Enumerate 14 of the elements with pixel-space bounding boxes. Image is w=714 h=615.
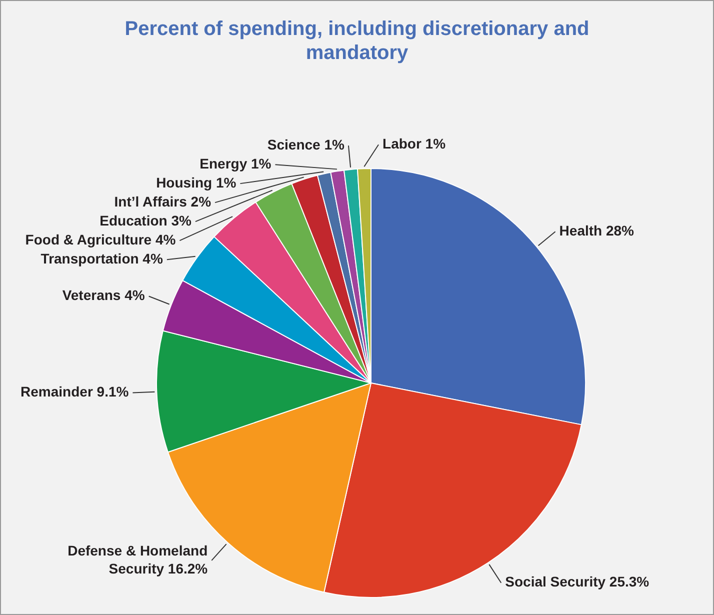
slice-label: Remainder 9.1% bbox=[20, 384, 130, 400]
slice-label: Food & Agriculture 4% bbox=[25, 231, 176, 248]
slice-label: Transportation 4% bbox=[40, 250, 164, 266]
slice-label: Labor 1% bbox=[382, 135, 446, 152]
slice-label: Housing 1% bbox=[156, 174, 237, 190]
slice-label: Health 28% bbox=[559, 222, 635, 238]
slice-label: Veterans 4% bbox=[62, 287, 146, 304]
slice-label: Science 1% bbox=[267, 136, 345, 152]
chart-title: Percent of spending, including discretionary and mandatory bbox=[124, 17, 590, 64]
slice-label: Int’l Affairs 2% bbox=[114, 193, 212, 210]
slice-label: Education 3% bbox=[100, 212, 192, 228]
slice-label: Defense & Homeland Security 16.2% bbox=[68, 542, 208, 576]
slice-label: Energy 1% bbox=[200, 155, 272, 172]
slice-label: Social Security 25.3% bbox=[505, 574, 650, 590]
